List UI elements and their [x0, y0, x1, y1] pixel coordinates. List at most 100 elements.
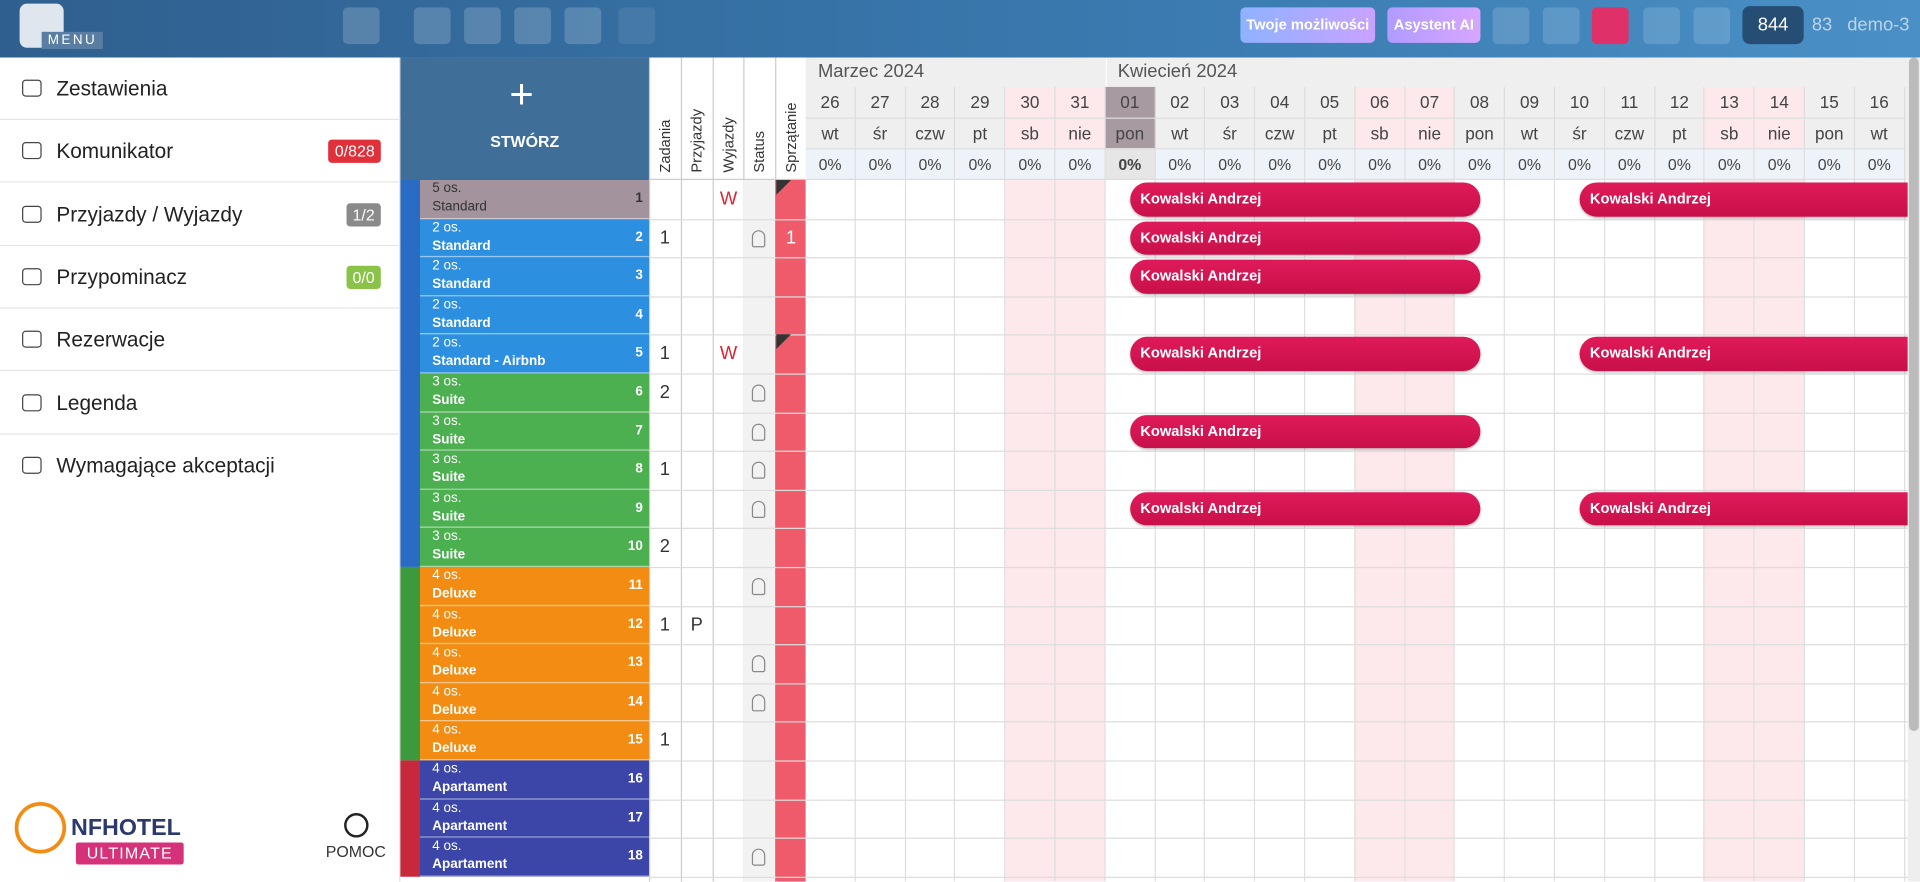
toolbar-button[interactable]	[514, 7, 552, 45]
booking[interactable]: Kowalski Andrzej	[1130, 221, 1481, 255]
room-type: Deluxe	[432, 586, 477, 602]
collapse-button[interactable]	[342, 7, 380, 45]
toolbar-icon[interactable]	[1643, 7, 1681, 45]
room-capacity: 5 os.	[432, 181, 462, 196]
day-number: 05	[1305, 86, 1356, 118]
occupancy: 0%	[1605, 148, 1656, 181]
row-line	[648, 373, 1908, 375]
cell-departure: W	[719, 188, 738, 210]
cleaning-flag	[776, 180, 792, 195]
toolbar-button[interactable]	[618, 7, 656, 45]
cell-tasks: 1	[659, 459, 671, 481]
menu-icon	[22, 393, 42, 411]
create[interactable]: STWÓRZ	[490, 132, 560, 151]
occupancy: 0%	[1255, 148, 1306, 181]
weekday: pon	[1804, 117, 1855, 149]
menu-icon	[22, 79, 42, 97]
help[interactable]: POMOC	[325, 842, 386, 861]
room[interactable]: 4 os. Deluxe 15	[420, 721, 649, 761]
menu-icon	[22, 142, 42, 160]
toolbar-button[interactable]	[464, 7, 501, 45]
row-line	[648, 412, 1908, 414]
room[interactable]: 3 os. Suite 9	[420, 489, 649, 529]
menu-item[interactable]: Wymagające akceptacji	[0, 434, 400, 496]
room[interactable]: 4 os. Apartament 17	[420, 799, 649, 838]
occupancy: 0%	[1555, 148, 1606, 181]
room[interactable]: 3 os. Suite 6	[420, 373, 649, 413]
toolbar-icon[interactable]	[1693, 7, 1731, 45]
booking[interactable]: Kowalski Andrzej	[1130, 491, 1481, 526]
day-number: 06	[1355, 86, 1406, 118]
room[interactable]: 3 os. Suite 8	[420, 450, 649, 490]
stat-box	[1742, 6, 1804, 45]
brand-logo	[14, 802, 67, 854]
room[interactable]: 3 os. Suite 10	[420, 528, 649, 567]
toolbar-icon[interactable]	[1591, 7, 1629, 45]
room[interactable]: 4 os. Deluxe 12	[420, 605, 649, 645]
weekday: pt	[1655, 117, 1705, 149]
month-divider	[1105, 57, 1107, 87]
booking[interactable]: Kowalski Andrzej	[1130, 182, 1481, 217]
room-number: 8	[635, 461, 643, 477]
room[interactable]: 2 os. Standard 2	[420, 218, 649, 258]
toolbar-icon[interactable]	[1542, 7, 1580, 45]
room[interactable]: 2 os. Standard 4	[420, 296, 649, 335]
menu-item[interactable]: Komunikator 0/828	[0, 120, 401, 183]
day-number: 12	[1655, 86, 1705, 118]
guest-icon	[751, 694, 766, 712]
occupancy: 0%	[1505, 148, 1556, 181]
feature-button[interactable]: Asystent AI	[1387, 7, 1481, 43]
column-header: Zadania	[656, 119, 674, 173]
room[interactable]: 4 os. Apartament 18	[420, 837, 649, 877]
room[interactable]: 2 os. Standard 3	[420, 257, 649, 297]
booking[interactable]: Kowalski Andrzej	[1580, 182, 1908, 217]
menu-icon	[22, 205, 42, 223]
toolbar-button[interactable]	[564, 7, 602, 45]
guest-icon	[751, 229, 766, 247]
menu-item[interactable]: Zestawienia	[0, 58, 401, 121]
help-icon[interactable]	[344, 813, 369, 838]
menu-item[interactable]: Rezerwacje	[0, 309, 401, 372]
booking[interactable]: Kowalski Andrzej	[1580, 337, 1908, 372]
occupancy: 0%	[955, 148, 1006, 181]
toolbar-icon[interactable]	[1492, 7, 1530, 45]
day-column	[905, 180, 956, 882]
day-number: 04	[1255, 86, 1306, 118]
day-number: 01	[1105, 86, 1156, 118]
row-line	[648, 683, 1908, 685]
row-line	[648, 876, 1908, 878]
guest-icon	[751, 423, 766, 441]
top-bar	[0, 0, 1920, 58]
row-line	[648, 218, 1908, 220]
room[interactable]: 5 os. Standard 1	[420, 180, 649, 219]
row-line	[648, 721, 1908, 723]
room[interactable]: 4 os. Deluxe 14	[420, 683, 649, 722]
row-line	[648, 450, 1908, 453]
booking[interactable]: Kowalski Andrzej	[1130, 337, 1481, 372]
create-plus[interactable]: +	[509, 71, 534, 118]
weekday: pt	[1305, 117, 1356, 149]
room[interactable]: 4 os. Deluxe 13	[420, 644, 649, 683]
booking[interactable]: Kowalski Andrzej	[1580, 491, 1908, 526]
weekday: wt	[805, 117, 856, 149]
day-column	[1704, 180, 1755, 882]
menu-item[interactable]: Legenda	[0, 372, 401, 435]
room[interactable]: 2 os. Standard - Airbnb 5	[420, 334, 649, 374]
occupancy: 0%	[1704, 148, 1755, 181]
room[interactable]: 4 os. Apartament 16	[420, 760, 649, 800]
day-number: 15	[1805, 86, 1855, 118]
guest-icon	[751, 461, 766, 480]
feature-button[interactable]: Twoje możliwości	[1240, 7, 1376, 43]
weekday: wt	[1155, 117, 1206, 149]
menu-item[interactable]: Przypominacz 0/0	[0, 246, 401, 309]
menu-item[interactable]: Przyjazdy / Wyjazdy 1/2	[0, 183, 401, 246]
booking[interactable]: Kowalski Andrzej	[1130, 414, 1481, 449]
toolbar-button[interactable]	[413, 7, 451, 45]
occupancy: 0%	[1305, 148, 1356, 181]
room[interactable]: 3 os. Suite 7	[420, 412, 649, 451]
room[interactable]: 4 os. Deluxe 11	[420, 566, 649, 606]
menu-label: Zestawienia	[56, 77, 168, 101]
column-header: Status	[750, 130, 768, 173]
day-number: 03	[1205, 86, 1256, 118]
booking[interactable]: Kowalski Andrzej	[1130, 259, 1481, 294]
